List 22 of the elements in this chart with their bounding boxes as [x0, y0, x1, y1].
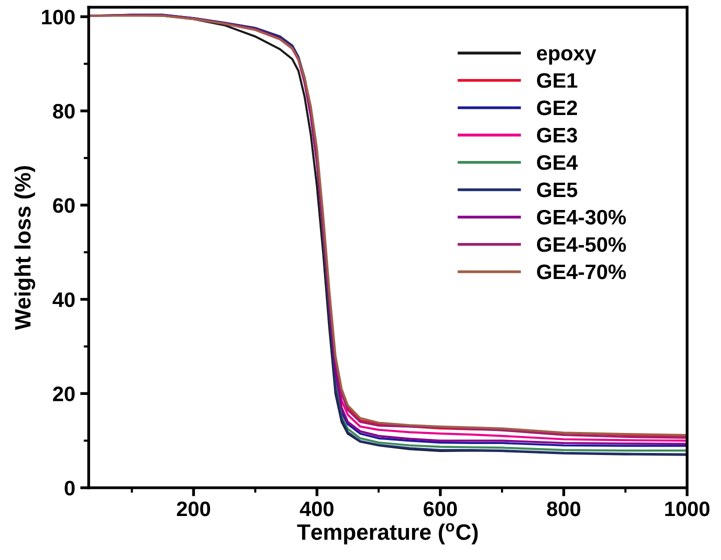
legend-label: GE4-30%	[537, 210, 626, 225]
y-tick-label: 40	[52, 292, 75, 308]
x-tick-label: 600	[424, 502, 457, 516]
legend-label: epoxy	[536, 49, 596, 65]
y-tick-label: 60	[53, 198, 75, 213]
x-tick-label: 1000	[665, 502, 710, 516]
legend-label: GE4-50%	[537, 237, 626, 252]
legend-label: GE4-70%	[537, 264, 626, 280]
legend-label: GE3	[537, 128, 578, 143]
x-tick-label: 200	[176, 502, 210, 516]
legend-label: GE4	[537, 155, 578, 170]
y-tick-label: 100	[42, 10, 75, 24]
legend-label: GE1	[537, 73, 578, 88]
x-tick-label: 400	[300, 502, 334, 516]
legend-label: GE2	[537, 100, 578, 116]
y-tick-label: 20	[53, 386, 75, 402]
x-axis-title: Temperature ($^{o}$C)	[297, 523, 478, 544]
x-tick-label: 800	[547, 502, 580, 516]
y-tick-label: 80	[52, 104, 75, 119]
y-tick-label: 0	[64, 480, 75, 496]
legend-label: GE5	[537, 182, 578, 198]
y-axis-title: Weight loss (%)	[14, 166, 36, 330]
